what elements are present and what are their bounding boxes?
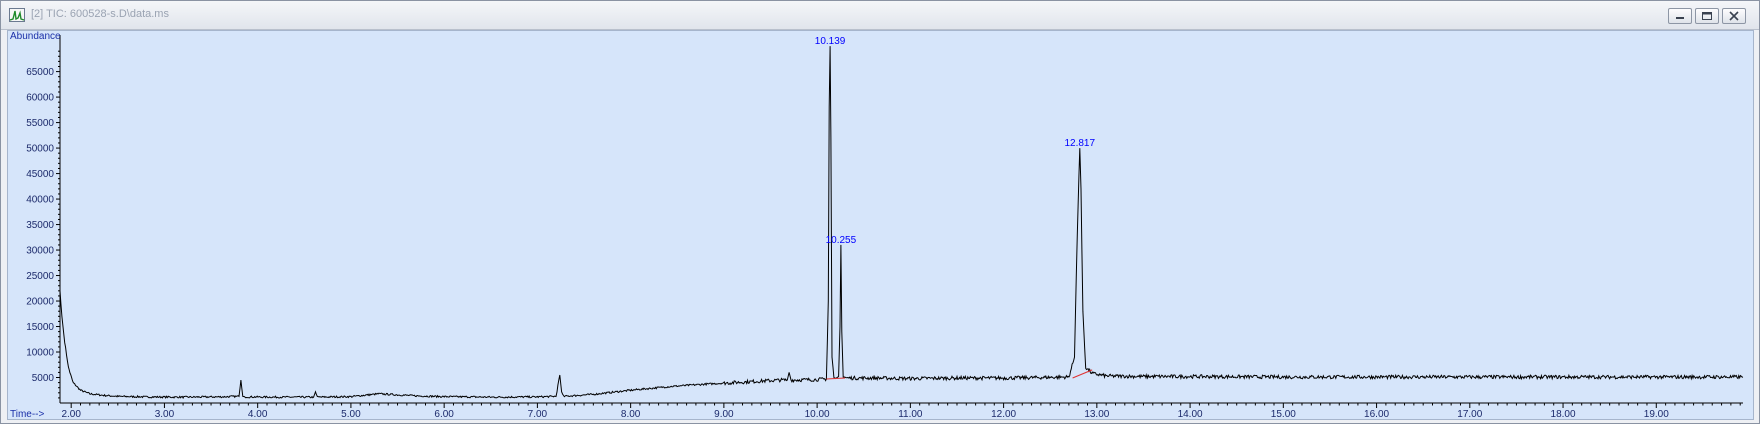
integration-baseline [826, 377, 846, 380]
x-tick-label: 9.00 [714, 409, 734, 419]
y-tick-label: 65000 [26, 67, 54, 78]
x-tick-label: 4.00 [248, 409, 268, 419]
peak-label: 10.139 [815, 36, 846, 47]
y-tick-label: 50000 [26, 144, 54, 155]
x-tick-label: 16.00 [1364, 409, 1389, 419]
minimize-icon [1676, 17, 1684, 19]
x-tick-label: 12.00 [991, 409, 1016, 419]
x-tick-label: 5.00 [341, 409, 361, 419]
plot-area[interactable]: Abundance Time--> 5000 10000 15000 20000 25000… [7, 30, 1754, 420]
x-tick-label: 17.00 [1457, 409, 1482, 419]
y-tick-label: 25000 [26, 271, 54, 282]
x-tick-label: 15.00 [1271, 409, 1296, 419]
peak-label: 12.817 [1064, 138, 1095, 149]
x-tick-label: 10.00 [805, 409, 830, 419]
y-tick-label: 45000 [26, 169, 54, 180]
y-tick-label: 40000 [26, 195, 54, 206]
x-axis-label: Time--> [10, 409, 45, 419]
y-tick-label: 20000 [26, 297, 54, 308]
window-title: [2] TIC: 600528-s.D\data.ms [31, 8, 169, 20]
y-tick-label: 15000 [26, 322, 54, 333]
peak-label: 10.255 [826, 235, 857, 246]
close-button[interactable] [1722, 8, 1746, 24]
x-tick-label: 11.00 [898, 409, 923, 419]
x-tick-label: 6.00 [434, 409, 454, 419]
x-tick-label: 7.00 [528, 409, 548, 419]
x-tick-label: 8.00 [621, 409, 641, 419]
y-tick-label: 60000 [26, 93, 54, 104]
y-tick-label: 30000 [26, 246, 54, 257]
restore-button[interactable] [1695, 8, 1719, 24]
tic-trace-line [59, 46, 1744, 400]
restore-icon [1702, 12, 1712, 20]
y-tick-label: 55000 [26, 118, 54, 129]
tic-chromatogram-chart: Abundance Time--> 5000 10000 15000 20000 25000… [10, 31, 1744, 419]
y-tick-label: 10000 [26, 348, 54, 359]
close-icon [1729, 11, 1739, 21]
chromatogram-app-icon [9, 8, 25, 22]
x-tick-label: 14.00 [1178, 409, 1203, 419]
y-tick-label: 35000 [26, 220, 54, 231]
title-bar[interactable]: [2] TIC: 600528-s.D\data.ms [1, 1, 1759, 30]
x-tick-label: 19.00 [1644, 409, 1669, 419]
x-tick-label: 13.00 [1084, 409, 1109, 419]
x-tick-label: 18.00 [1551, 409, 1576, 419]
minimize-button[interactable] [1668, 8, 1692, 24]
integration-baseline [1072, 369, 1093, 379]
x-tick-label: 3.00 [155, 409, 175, 419]
y-axis-label: Abundance [10, 31, 61, 42]
y-tick-label: 5000 [32, 373, 55, 384]
x-tick-label: 2.00 [61, 409, 81, 419]
